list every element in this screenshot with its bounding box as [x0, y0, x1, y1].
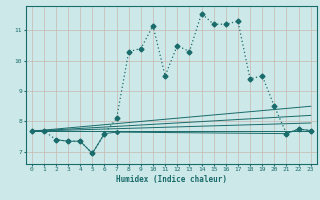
X-axis label: Humidex (Indice chaleur): Humidex (Indice chaleur)	[116, 175, 227, 184]
